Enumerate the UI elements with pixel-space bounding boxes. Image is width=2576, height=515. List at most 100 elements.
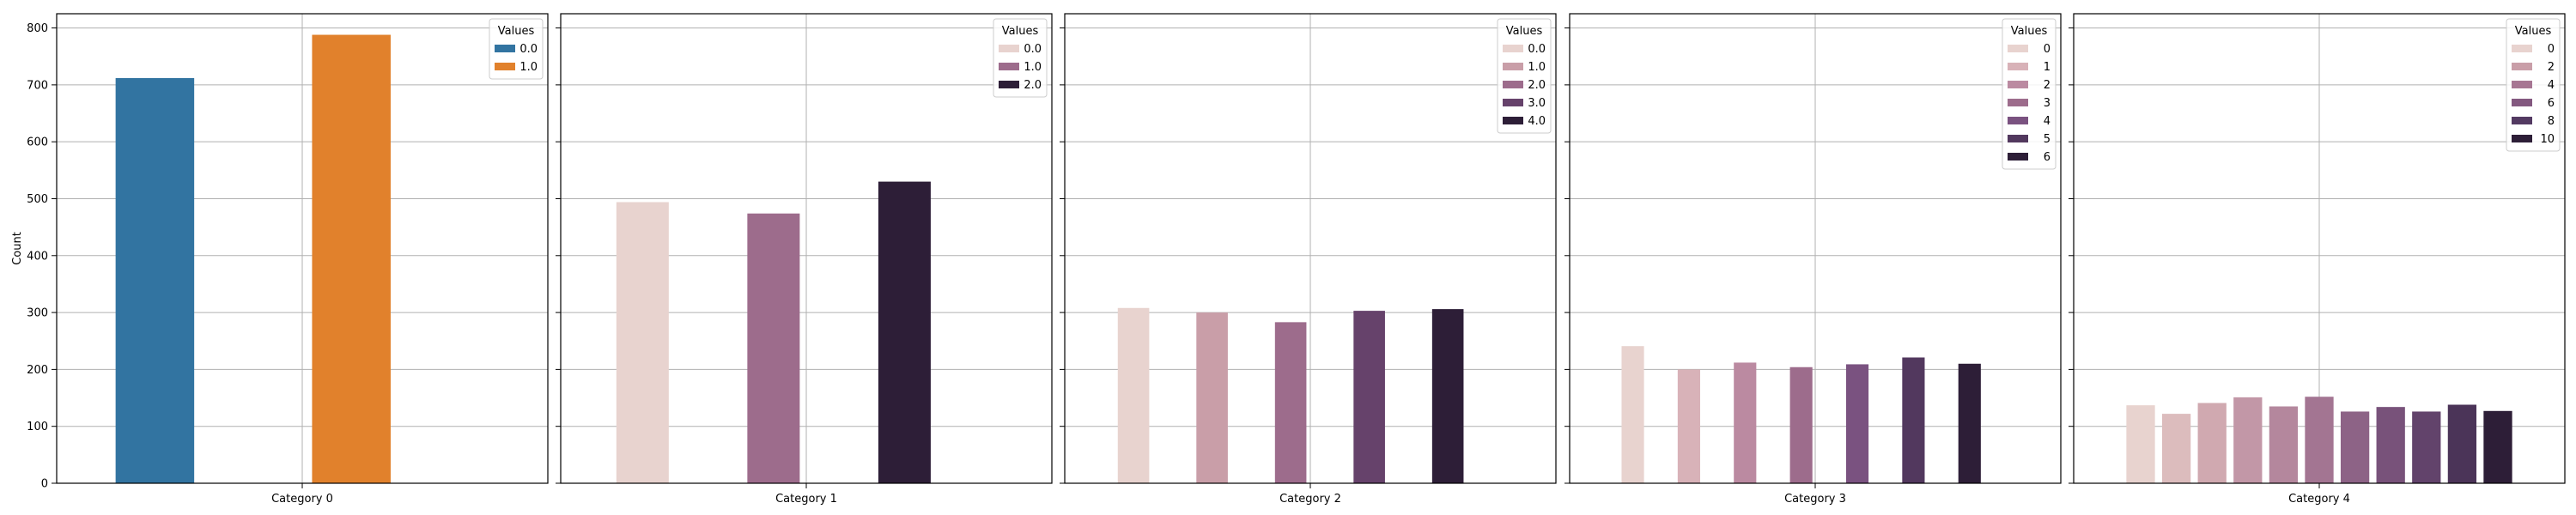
bar [2483,410,2512,483]
legend-label: 6 [2044,151,2050,164]
bar [616,202,669,484]
legend-box [993,18,1048,98]
bar [878,181,931,483]
bar [1734,362,1757,483]
legend-label: 0.0 [519,43,538,56]
x-tick-label: Category 3 [1784,493,1846,506]
y-tick-label: 500 [27,193,48,206]
bar [2269,406,2299,483]
bar [2233,397,2263,483]
legend-title: Values [1002,25,1039,38]
legend: Values 0 2 4 6 8 10 [2506,18,2561,152]
bar [1677,369,1700,483]
bar [747,213,800,483]
x-tick-label: Category 4 [2288,493,2350,506]
legend-label: 0.0 [1024,43,1042,56]
bar [1789,367,1813,483]
legend-swatch [2008,153,2028,161]
legend-swatch [2512,81,2532,88]
legend-label: 0 [2044,43,2050,56]
bar [2376,407,2405,483]
legend-swatch [2512,99,2532,106]
legend-label: 4 [2548,79,2555,92]
legend-swatch [2008,81,2028,88]
x-tick-label: Category 1 [775,493,837,506]
y-tick-label: 600 [27,136,48,149]
y-tick-label: 300 [27,307,48,320]
legend-label: 1 [2044,61,2050,74]
legend-label: 1.0 [519,61,538,74]
legend-swatch [2008,117,2028,124]
panel-0: 0 100 200 300 400 500 600 700 800 Category 0 Value… [27,13,549,506]
bar [1196,312,1228,483]
legend-box [2002,18,2057,170]
legend-label: 0 [2548,43,2555,56]
bar [1431,309,1464,483]
legend-swatch [1503,45,1523,52]
legend-label: 2.0 [1528,79,1546,92]
legend-label: 1.0 [1528,61,1546,74]
legend-swatch [999,81,1019,88]
bar [1274,322,1307,483]
panel-3: Category 3 Values 0 1 2 3 4 5 6 [1564,13,2062,506]
bar [2197,403,2227,483]
y-axis-label: Count [11,232,24,265]
y-tick-label: 100 [27,421,48,433]
legend-label: 2 [2548,61,2555,74]
bar [1902,357,1925,483]
legend-label: 4 [2044,115,2050,128]
bar [2126,405,2155,483]
legend-swatch [495,45,515,52]
bar [2161,414,2191,483]
bar [1117,307,1150,483]
legend-swatch [2512,117,2532,124]
legend-label: 6 [2548,97,2555,110]
legend-title: Values [1506,25,1543,38]
y-tick-label: 400 [27,250,48,263]
legend-label: 1.0 [1024,61,1042,74]
legend-label: 4.0 [1528,115,1546,128]
panel-2: Category 2 Values 0.0 1.0 2.0 3.0 4.0 [1060,13,1557,506]
legend-label: 2 [2044,79,2050,92]
bar [2412,411,2441,483]
legend-swatch [1503,99,1523,106]
bar [1958,363,1981,483]
panel-1: Category 1 Values 0.0 1.0 2.0 [556,13,1053,506]
bar [115,77,195,483]
panel-4: Category 4 Values 0 2 4 6 8 10 [2069,13,2566,506]
bar [2340,411,2370,483]
y-tick-label: 0 [41,478,48,491]
bar [1353,311,1385,483]
bar [2447,404,2477,483]
legend: Values 0.0 1.0 2.0 [993,18,1048,98]
bar [1621,346,1644,483]
legend-swatch [1503,81,1523,88]
legend: Values 0 1 2 3 4 5 6 [2002,18,2057,170]
legend: Values 0.0 1.0 [489,18,544,80]
legend-swatch [1503,63,1523,70]
legend-swatch [2512,135,2532,142]
x-tick-label: Category 2 [1279,493,1341,506]
bar [2305,397,2334,483]
legend-swatch [1503,117,1523,124]
legend-label: 3 [2044,97,2050,110]
legend-label: 8 [2548,115,2555,128]
legend-label: 2.0 [1024,79,1042,92]
legend-label: 5 [2044,133,2050,146]
legend-label: 10 [2540,133,2555,146]
y-tick-label: 800 [27,22,48,35]
x-tick-label: Category 0 [271,493,333,506]
legend-swatch [2008,63,2028,70]
legend-swatch [495,63,515,70]
bar [312,34,391,484]
y-tick-label: 700 [27,79,48,92]
legend-title: Values [498,25,535,38]
legend-swatch [2512,63,2532,70]
legend-swatch [2008,99,2028,106]
y-tick-label: 200 [27,364,48,377]
legend-label: 0.0 [1528,43,1546,56]
legend: Values 0.0 1.0 2.0 3.0 4.0 [1497,18,1552,134]
legend-swatch [999,63,1019,70]
legend-title: Values [2011,25,2048,38]
